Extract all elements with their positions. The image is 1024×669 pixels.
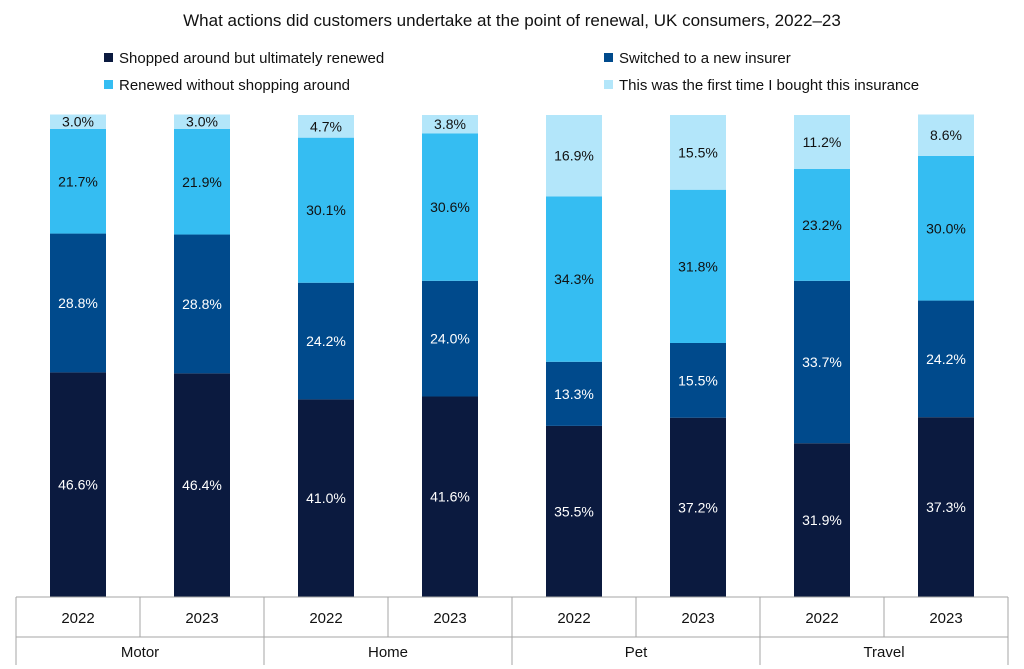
legend-item-shopped-around: Shopped around but ultimately renewed xyxy=(104,50,384,67)
data-label-renewed-without-shopping-around-3: 30.6% xyxy=(430,199,470,215)
legend-label-shopped-around: Shopped around but ultimately renewed xyxy=(119,50,385,67)
bar-segment-shopped-around-but-ultimately-renewed-7 xyxy=(918,417,974,597)
data-label-this-was-the-first-time-i-bought-this-insurance-7: 8.6% xyxy=(930,127,962,143)
bar-segment-shopped-around-but-ultimately-renewed-4 xyxy=(546,425,602,597)
x-tick-label-1: 2023 xyxy=(185,610,218,627)
data-label-shopped-around-but-ultimately-renewed-2: 41.0% xyxy=(306,490,346,506)
bar-segment-switched-to-a-new-insurer-5 xyxy=(670,342,726,418)
data-label-renewed-without-shopping-around-4: 34.3% xyxy=(554,271,594,287)
bar-segment-renewed-without-shopping-around-1 xyxy=(174,128,230,235)
x-group-label-travel: Travel xyxy=(863,644,904,661)
bar-segment-switched-to-a-new-insurer-6 xyxy=(794,280,850,444)
legend-swatch-shopped-around xyxy=(104,53,113,62)
bar-segment-renewed-without-shopping-around-3 xyxy=(422,133,478,281)
bar-segment-shopped-around-but-ultimately-renewed-0 xyxy=(50,372,106,597)
x-tick-label-6: 2022 xyxy=(805,610,838,627)
bar-segment-switched-to-a-new-insurer-7 xyxy=(918,300,974,418)
x-group-label-motor: Motor xyxy=(121,644,159,661)
chart-title: What actions did customers undertake at … xyxy=(183,11,841,30)
bar-segment-renewed-without-shopping-around-0 xyxy=(50,128,106,234)
data-label-this-was-the-first-time-i-bought-this-insurance-5: 15.5% xyxy=(678,144,718,160)
legend-item-switched: Switched to a new insurer xyxy=(604,50,791,67)
x-group-label-pet: Pet xyxy=(625,644,648,661)
legend-swatch-renewed-without-shopping xyxy=(104,80,113,89)
bar-segment-shopped-around-but-ultimately-renewed-1 xyxy=(174,373,230,597)
data-label-switched-to-a-new-insurer-3: 24.0% xyxy=(430,331,470,347)
x-tick-label-0: 2022 xyxy=(61,610,94,627)
data-label-this-was-the-first-time-i-bought-this-insurance-3: 3.8% xyxy=(434,116,466,132)
legend-swatch-switched xyxy=(604,53,613,62)
data-label-shopped-around-but-ultimately-renewed-5: 37.2% xyxy=(678,499,718,515)
bar-segment-this-was-the-first-time-i-bought-this-insurance-3 xyxy=(422,115,478,134)
bar-segment-renewed-without-shopping-around-2 xyxy=(298,137,354,283)
bar-segment-renewed-without-shopping-around-4 xyxy=(546,196,602,362)
data-label-shopped-around-but-ultimately-renewed-6: 31.9% xyxy=(802,512,842,528)
data-label-renewed-without-shopping-around-1: 21.9% xyxy=(182,174,222,190)
bar-segment-this-was-the-first-time-i-bought-this-insurance-1 xyxy=(174,114,230,129)
data-label-shopped-around-but-ultimately-renewed-3: 41.6% xyxy=(430,489,470,505)
bar-segment-renewed-without-shopping-around-6 xyxy=(794,168,850,281)
data-label-switched-to-a-new-insurer-7: 24.2% xyxy=(926,351,966,367)
legend-label-first-time: This was the first time I bought this in… xyxy=(619,77,920,94)
bar-segment-switched-to-a-new-insurer-4 xyxy=(546,361,602,426)
x-tick-label-2: 2022 xyxy=(309,610,342,627)
data-label-renewed-without-shopping-around-2: 30.1% xyxy=(306,202,346,218)
legend-label-renewed-without-shopping: Renewed without shopping around xyxy=(119,77,350,94)
data-label-this-was-the-first-time-i-bought-this-insurance-4: 16.9% xyxy=(554,148,594,164)
bar-segment-this-was-the-first-time-i-bought-this-insurance-2 xyxy=(298,115,354,138)
x-group-label-home: Home xyxy=(368,644,408,661)
data-label-switched-to-a-new-insurer-2: 24.2% xyxy=(306,333,346,349)
data-label-this-was-the-first-time-i-bought-this-insurance-1: 3.0% xyxy=(186,114,218,130)
data-label-switched-to-a-new-insurer-4: 13.3% xyxy=(554,386,594,402)
data-label-renewed-without-shopping-around-0: 21.7% xyxy=(58,173,98,189)
legend-item-first-time: This was the first time I bought this in… xyxy=(604,77,919,94)
data-label-switched-to-a-new-insurer-0: 28.8% xyxy=(58,295,98,311)
bar-segment-renewed-without-shopping-around-7 xyxy=(918,155,974,301)
bar-segment-this-was-the-first-time-i-bought-this-insurance-5 xyxy=(670,115,726,190)
bar-segment-switched-to-a-new-insurer-2 xyxy=(298,282,354,400)
x-tick-label-5: 2023 xyxy=(681,610,714,627)
data-label-switched-to-a-new-insurer-6: 33.7% xyxy=(802,354,842,370)
bar-segment-renewed-without-shopping-around-5 xyxy=(670,189,726,343)
bar-segment-this-was-the-first-time-i-bought-this-insurance-6 xyxy=(794,115,850,169)
bar-segment-switched-to-a-new-insurer-1 xyxy=(174,234,230,374)
bar-segment-this-was-the-first-time-i-bought-this-insurance-4 xyxy=(546,115,602,197)
data-label-shopped-around-but-ultimately-renewed-4: 35.5% xyxy=(554,503,594,519)
bar-segment-switched-to-a-new-insurer-0 xyxy=(50,233,106,373)
data-label-renewed-without-shopping-around-7: 30.0% xyxy=(926,220,966,236)
data-label-shopped-around-but-ultimately-renewed-1: 46.4% xyxy=(182,477,222,493)
data-label-renewed-without-shopping-around-6: 23.2% xyxy=(802,217,842,233)
bar-segment-switched-to-a-new-insurer-3 xyxy=(422,280,478,397)
bar-segment-shopped-around-but-ultimately-renewed-2 xyxy=(298,399,354,597)
data-label-this-was-the-first-time-i-bought-this-insurance-2: 4.7% xyxy=(310,118,342,134)
bar-segment-this-was-the-first-time-i-bought-this-insurance-7 xyxy=(918,114,974,156)
x-tick-label-4: 2022 xyxy=(557,610,590,627)
x-tick-label-7: 2023 xyxy=(929,610,962,627)
legend-label-switched: Switched to a new insurer xyxy=(619,50,791,67)
legend-swatch-first-time xyxy=(604,80,613,89)
data-label-switched-to-a-new-insurer-1: 28.8% xyxy=(182,296,222,312)
data-label-switched-to-a-new-insurer-5: 15.5% xyxy=(678,372,718,388)
bar-segment-shopped-around-but-ultimately-renewed-6 xyxy=(794,443,850,597)
bar-segment-shopped-around-but-ultimately-renewed-5 xyxy=(670,417,726,597)
bar-segment-this-was-the-first-time-i-bought-this-insurance-0 xyxy=(50,114,106,129)
legend-item-renewed-without-shopping: Renewed without shopping around xyxy=(104,77,350,94)
data-label-this-was-the-first-time-i-bought-this-insurance-6: 11.2% xyxy=(803,134,842,150)
data-label-this-was-the-first-time-i-bought-this-insurance-0: 3.0% xyxy=(62,114,94,130)
data-label-renewed-without-shopping-around-5: 31.8% xyxy=(678,258,718,274)
data-label-shopped-around-but-ultimately-renewed-0: 46.6% xyxy=(58,477,98,493)
x-tick-label-3: 2023 xyxy=(433,610,466,627)
bar-segment-shopped-around-but-ultimately-renewed-3 xyxy=(422,396,478,597)
data-label-shopped-around-but-ultimately-renewed-7: 37.3% xyxy=(926,499,966,515)
